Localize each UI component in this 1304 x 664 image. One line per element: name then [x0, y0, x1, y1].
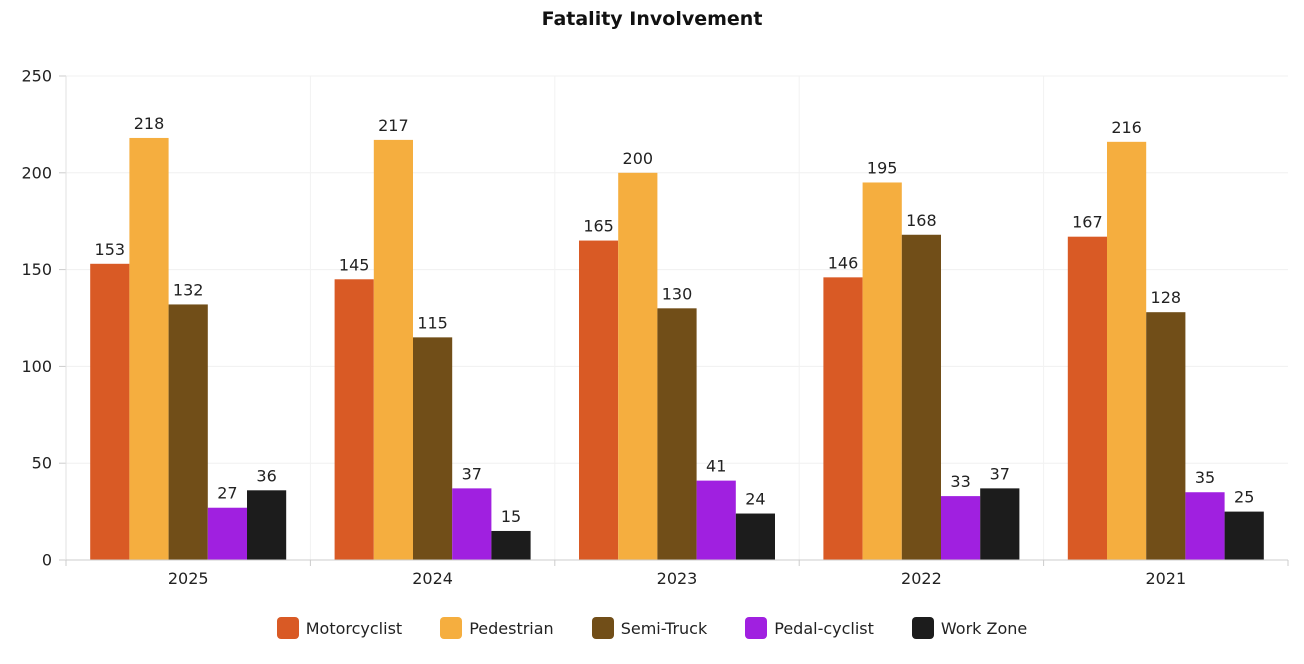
legend-swatch — [440, 617, 463, 639]
bar-semi-truck-2024[interactable] — [413, 337, 453, 560]
data-label: 24 — [745, 490, 765, 509]
bar-motorcyclist-2021[interactable] — [1067, 236, 1107, 561]
legend-swatch — [911, 617, 934, 639]
legend-swatch — [745, 617, 768, 639]
legend-label: Pedal-cyclist — [774, 618, 874, 638]
bar-pedestrian-2025[interactable] — [129, 137, 169, 560]
bar-semi-truck-2022[interactable] — [901, 234, 941, 560]
legend-swatch — [276, 617, 299, 639]
bar-pedestrian-2023[interactable] — [618, 172, 658, 561]
y-tick-label: 100 — [21, 357, 52, 376]
bar-motorcyclist-2024[interactable] — [334, 279, 374, 560]
y-tick-label: 150 — [21, 260, 52, 279]
x-tick-label: 2022 — [901, 569, 942, 588]
bar-pedal-cyclist-2022[interactable] — [941, 496, 981, 560]
data-label: 217 — [378, 116, 409, 135]
y-tick-label: 0 — [42, 551, 52, 570]
y-tick-label: 50 — [32, 454, 52, 473]
legend-swatch — [591, 617, 614, 639]
bar-work-zone-2023[interactable] — [735, 513, 775, 560]
y-tick-label: 250 — [21, 67, 52, 86]
x-tick-label: 2023 — [657, 569, 698, 588]
bar-motorcyclist-2022[interactable] — [823, 277, 863, 560]
chart-title: Fatality Involvement — [541, 8, 763, 30]
legend-label: Motorcyclist — [305, 618, 403, 638]
x-tick-label: 2025 — [168, 569, 209, 588]
bar-semi-truck-2021[interactable] — [1146, 312, 1186, 560]
bar-pedal-cyclist-2025[interactable] — [207, 507, 247, 560]
legend-item-work-zone[interactable]: Work Zone — [911, 617, 1028, 639]
bar-pedal-cyclist-2024[interactable] — [452, 488, 492, 560]
data-label: 115 — [417, 313, 448, 332]
data-label: 33 — [950, 472, 970, 491]
data-label: 200 — [623, 149, 654, 168]
data-label: 165 — [583, 217, 614, 236]
legend-item-semi-truck[interactable]: Semi-Truck — [591, 617, 708, 639]
data-label: 153 — [95, 240, 126, 259]
bar-pedal-cyclist-2021[interactable] — [1185, 492, 1225, 560]
legend-item-motorcyclist[interactable]: Motorcyclist — [276, 617, 403, 639]
x-tick-label: 2024 — [412, 569, 453, 588]
data-label: 37 — [990, 464, 1010, 483]
legend-label: Work Zone — [940, 618, 1028, 638]
bar-pedal-cyclist-2023[interactable] — [696, 480, 736, 560]
data-label: 35 — [1195, 468, 1215, 487]
data-label: 130 — [662, 284, 693, 303]
data-label: 167 — [1072, 213, 1103, 232]
bar-work-zone-2022[interactable] — [980, 488, 1020, 560]
bar-work-zone-2024[interactable] — [491, 530, 531, 560]
legend-item-pedestrian[interactable]: Pedestrian — [440, 617, 554, 639]
bar-work-zone-2021[interactable] — [1224, 511, 1264, 560]
data-label: 195 — [867, 158, 898, 177]
data-label: 145 — [339, 255, 370, 274]
legend-label: Semi-Truck — [620, 618, 708, 638]
data-label: 15 — [501, 507, 521, 526]
y-tick-label: 200 — [21, 163, 52, 182]
bar-motorcyclist-2023[interactable] — [579, 240, 619, 560]
bar-pedestrian-2021[interactable] — [1107, 141, 1147, 560]
data-label: 41 — [706, 457, 726, 476]
data-label: 36 — [256, 466, 276, 485]
legend-item-pedal-cyclist[interactable]: Pedal-cyclist — [745, 617, 874, 639]
x-tick-label: 2021 — [1145, 569, 1186, 588]
bar-motorcyclist-2025[interactable] — [90, 263, 130, 560]
bar-semi-truck-2025[interactable] — [168, 304, 208, 560]
data-label: 146 — [828, 253, 859, 272]
legend-label: Pedestrian — [469, 618, 554, 638]
data-label: 132 — [173, 280, 204, 299]
data-label: 168 — [906, 211, 937, 230]
data-label: 216 — [1111, 118, 1142, 137]
data-label: 25 — [1234, 488, 1254, 507]
bar-pedestrian-2024[interactable] — [373, 139, 413, 560]
chart-legend: Motorcyclist Pedestrian Semi-Truck Pedal-cy… — [0, 617, 1304, 639]
data-label: 37 — [462, 464, 482, 483]
bar-work-zone-2025[interactable] — [247, 490, 287, 560]
data-label: 128 — [1151, 288, 1182, 307]
data-label: 27 — [217, 484, 237, 503]
bar-pedestrian-2022[interactable] — [862, 182, 902, 561]
data-label: 218 — [134, 114, 165, 133]
bar-semi-truck-2023[interactable] — [657, 308, 697, 560]
